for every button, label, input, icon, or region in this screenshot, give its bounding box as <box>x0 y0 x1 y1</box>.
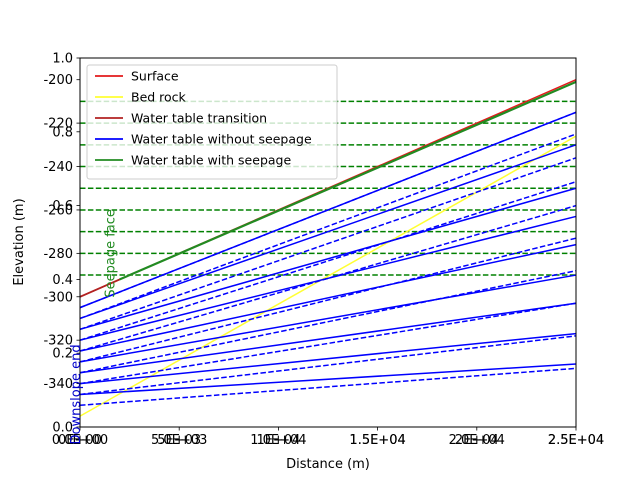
y-tick-label: -340 <box>43 377 73 392</box>
x-tick-label: 5E+03 <box>157 433 201 448</box>
water-table-seepage-dashed-line <box>79 204 577 352</box>
water-table-without-seepage-line <box>79 144 577 320</box>
x-axis-label: Distance (m) <box>286 457 370 472</box>
water-table-without-seepage-line <box>79 332 577 385</box>
water-table-seepage-dashed-line <box>79 269 577 374</box>
legend-label: Water table transition <box>131 111 267 126</box>
water-table-without-seepage-line <box>79 215 577 341</box>
y-tick-label: -240 <box>43 160 73 175</box>
water-table-without-seepage-line <box>79 302 577 374</box>
overlay-y-tick-label: 0.6 <box>52 199 73 214</box>
legend-box <box>86 64 338 180</box>
x-tick-label: 2.5E+04 <box>548 433 604 448</box>
overlay-y-tick-label: 0.0 <box>52 421 73 436</box>
water-table-without-seepage-line <box>79 111 577 309</box>
overlay-y-tick-label: 0.4 <box>52 273 73 288</box>
overlay-y-tick-label: 0.8 <box>52 125 73 140</box>
x-tick-label: 1.0E+04 <box>250 433 306 448</box>
y-tick-label: -220 <box>43 117 73 132</box>
legend-label: Water table with seepage <box>131 153 291 168</box>
legend-label: Bed rock <box>131 90 187 105</box>
x-tick-label: 5.0E+03 <box>151 433 207 448</box>
legend-label: Water table without seepage <box>131 132 312 147</box>
y-tick-label: -300 <box>43 290 73 305</box>
water-table-transition-line <box>79 278 121 298</box>
water-table-without-seepage-line <box>79 187 577 331</box>
y-tick-label: -260 <box>43 203 73 218</box>
water-table-without-seepage-line <box>79 363 577 396</box>
water-table-with-seepage-line <box>119 80 577 281</box>
water-table-without-seepage-line <box>79 274 577 363</box>
water-table-seepage-dashed-line <box>79 367 577 407</box>
y-axis-label: Elevation (m) <box>12 198 27 285</box>
water-table-seepage-dashed-line <box>79 335 577 396</box>
plot-frame <box>79 57 577 428</box>
water-table-seepage-dashed-line <box>79 237 577 363</box>
y-tick-label: -280 <box>43 247 73 262</box>
x-tick-label: 0E+00 <box>58 433 102 448</box>
annotation-label: Seepage face <box>104 209 119 298</box>
x-tick-label: 2E+04 <box>455 433 499 448</box>
overlay-y-tick-label: 0.2 <box>52 347 73 362</box>
annotation-label: Downslope end <box>69 344 84 444</box>
x-tick-label: 1E+04 <box>256 433 300 448</box>
overlay-y-tick-label: 1.0 <box>52 52 73 67</box>
y-tick-label: -200 <box>43 73 73 88</box>
y-tick-label: -320 <box>43 334 73 349</box>
legend-label: Surface <box>131 69 179 84</box>
x-tick-label: 2.5E+04 <box>548 433 604 448</box>
x-tick-label: 1.5E+04 <box>349 433 405 448</box>
annotations: Downslope end Seepage face <box>69 209 119 444</box>
x-tick-label: 1.5E+04 <box>349 433 405 448</box>
x-tick-label: 2.0E+04 <box>449 433 505 448</box>
water-table-seepage-dashed-line <box>79 157 577 331</box>
legend: Surface Bed rock Water table transition Wat… <box>86 64 338 180</box>
water-table-seepage-dashed-line <box>79 133 577 320</box>
x-tick-label: 0.0E+00 <box>52 433 108 448</box>
water-table-seepage-dashed-line <box>79 302 577 385</box>
water-table-without-seepage-line <box>79 243 577 352</box>
